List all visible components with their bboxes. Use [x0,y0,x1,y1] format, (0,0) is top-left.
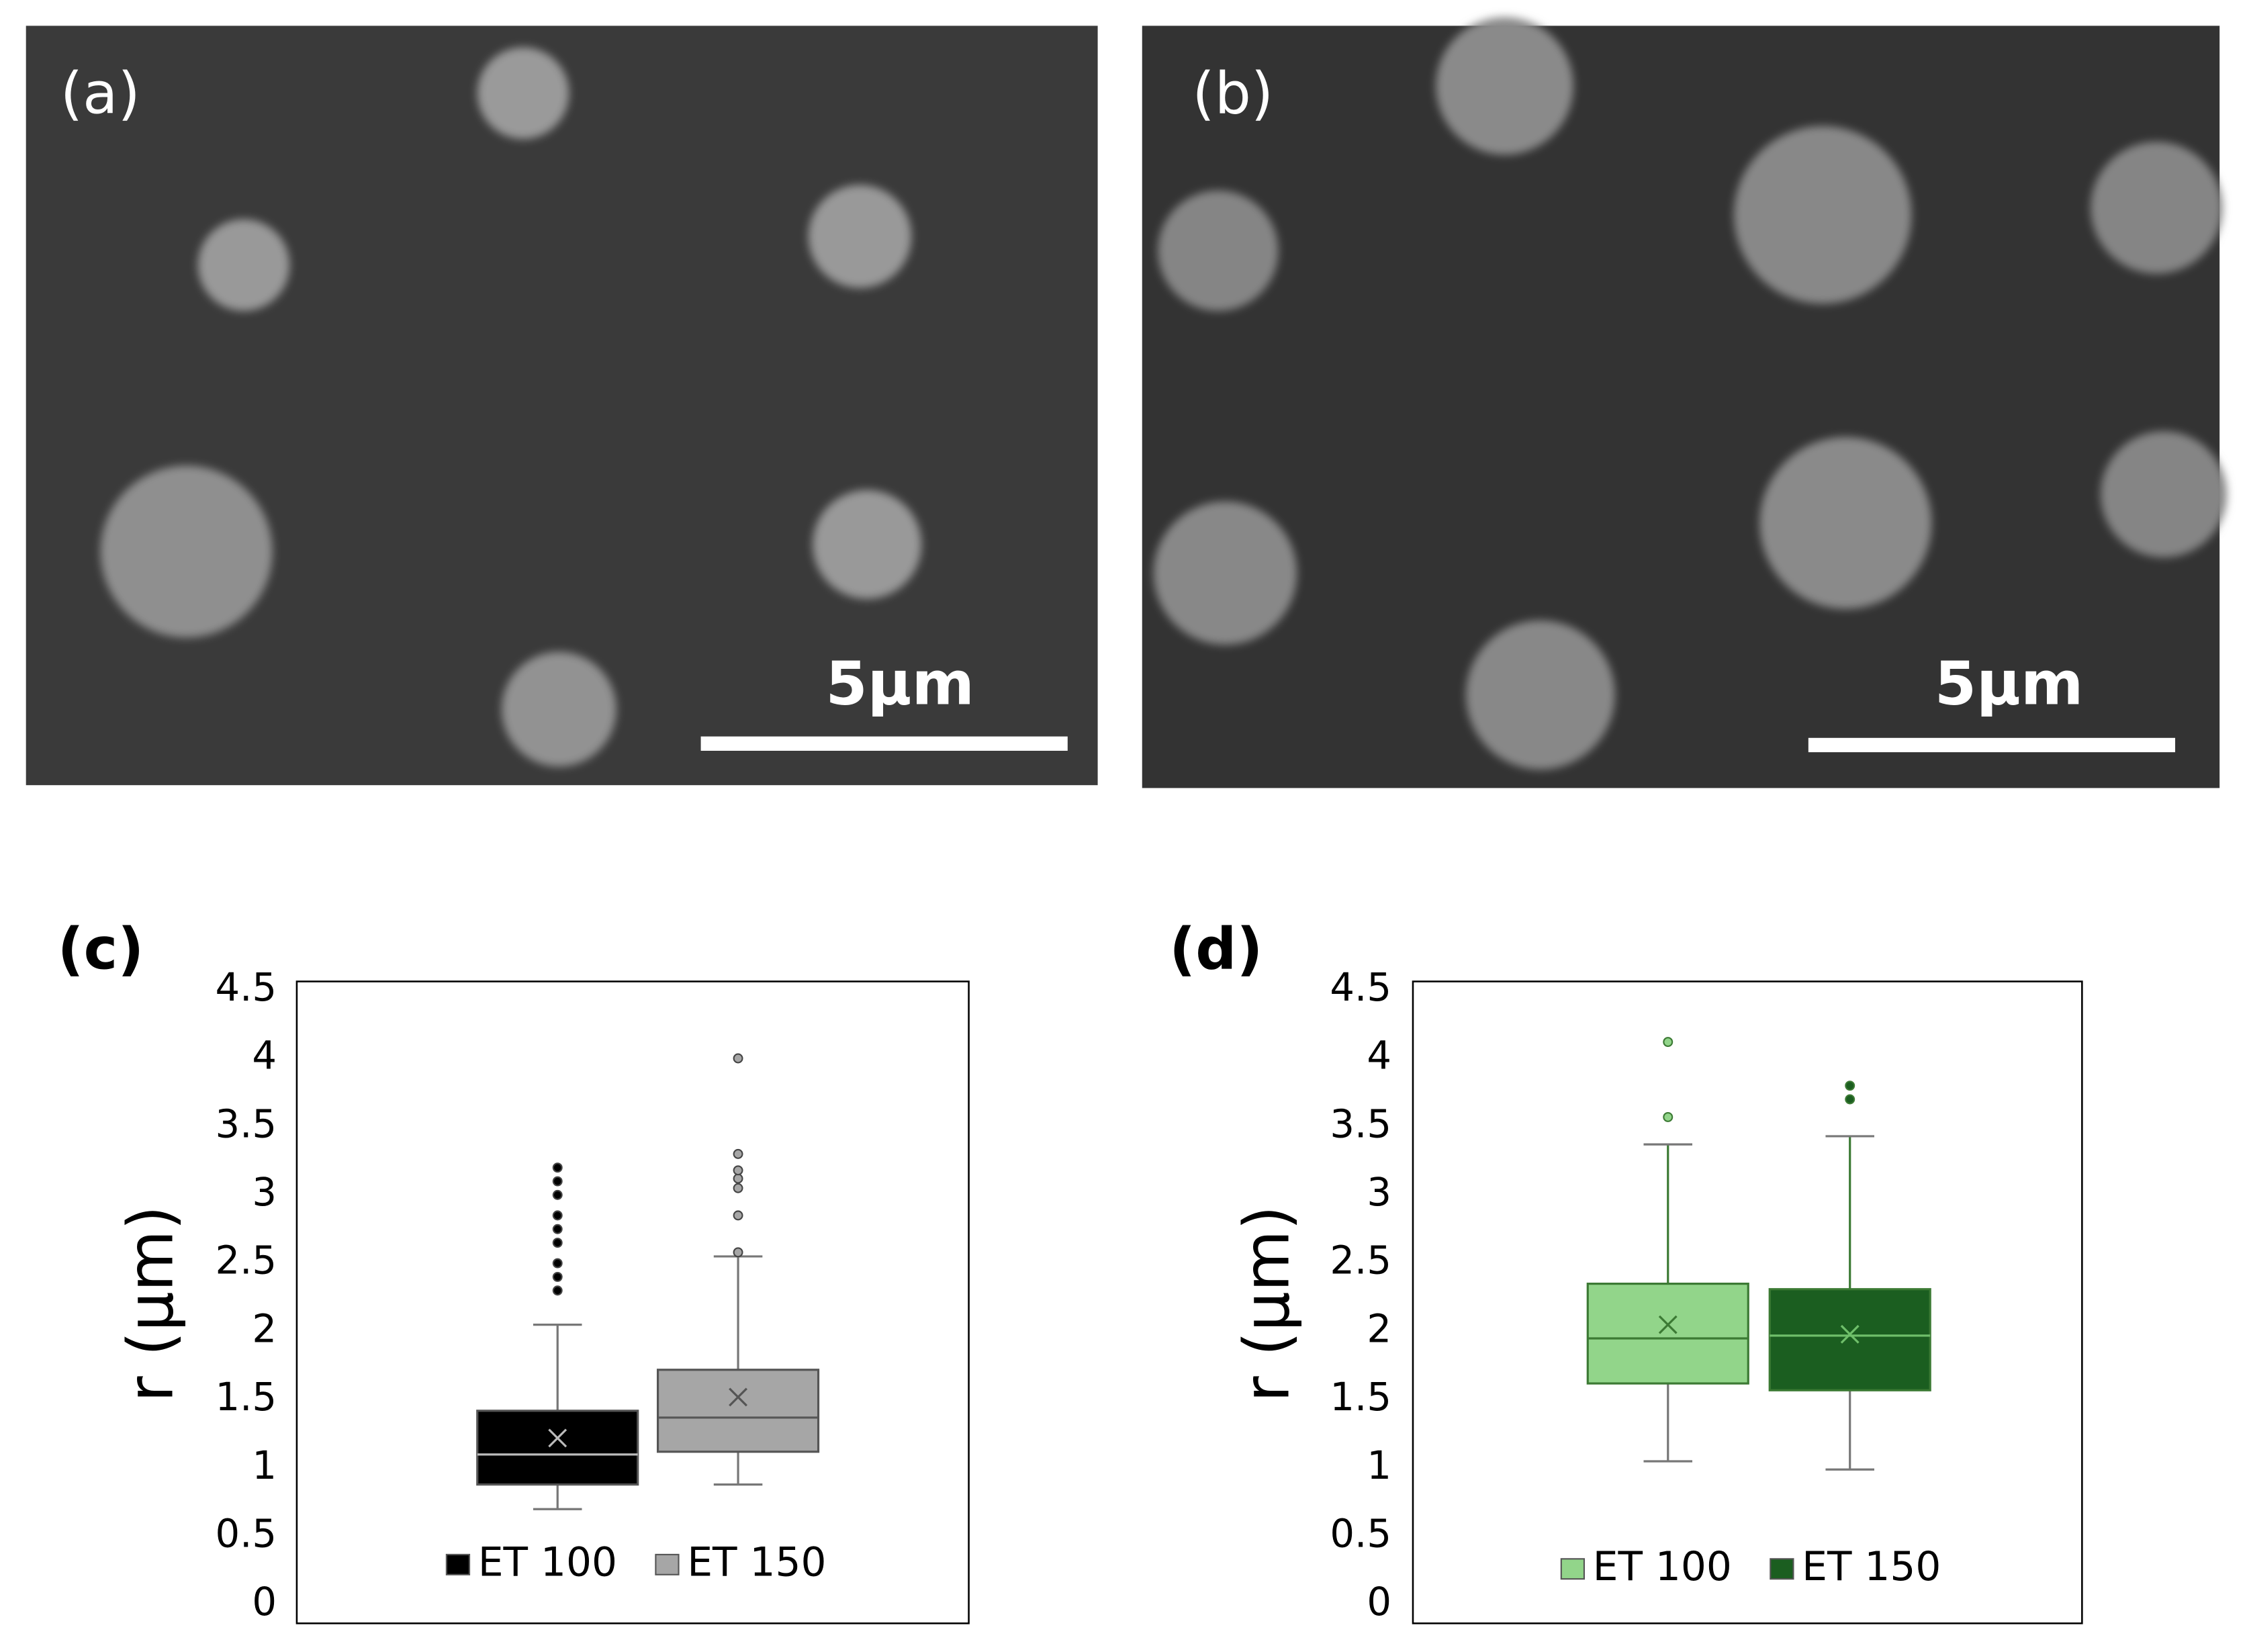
y-tick-label: 2.5 [215,1238,277,1283]
particle-cluster [2101,431,2227,557]
y-tick-label: 1 [252,1443,277,1488]
panel-label: (a) [60,61,140,128]
plot-frame [295,980,970,1624]
legend-key [655,1553,680,1575]
outlier [733,1247,743,1258]
y-tick-label: 3.5 [1330,1101,1391,1146]
outlier [1845,1094,1855,1105]
y-tick-label: 0.5 [1330,1512,1391,1557]
y-tick-label: 3.5 [215,1101,277,1146]
outlier [552,1162,563,1173]
legend-key [445,1553,471,1575]
legend-label: ET 150 [687,1539,826,1586]
outlier [733,1148,743,1159]
mean-marker [548,1428,567,1448]
legend-key [1770,1558,1794,1580]
legend-label: ET 100 [478,1539,617,1586]
particle-cluster [502,651,616,767]
particle-cluster [2091,142,2223,274]
outlier [552,1224,563,1234]
particle-cluster [197,219,290,311]
panel-label: (c) [58,916,144,982]
outlier [733,1210,743,1221]
outlier [552,1258,563,1269]
scale-bar-label: 5μm [1935,649,2084,719]
outlier [733,1173,743,1184]
scale-bar [700,736,1068,751]
particle-cluster [1153,501,1297,645]
particle-cluster [1436,17,1573,155]
y-tick-label: 2.5 [1330,1238,1391,1283]
y-axis-label: r (μm) [1231,1205,1304,1402]
y-tick-label: 1.5 [1330,1375,1391,1420]
outlier [552,1238,563,1248]
box [1586,1283,1749,1385]
panel-label: (d) [1169,916,1263,982]
box [476,1410,639,1486]
y-tick-label: 1 [1367,1443,1391,1488]
mean-marker [1658,1315,1678,1334]
legend-label: ET 150 [1802,1544,1941,1590]
scale-bar [1808,737,2176,753]
mean-marker [1840,1324,1860,1344]
outlier [1663,1111,1673,1122]
y-axis-label: r (μm) [115,1205,188,1402]
sem-image-b [1142,26,2220,788]
y-tick-label: 0.5 [215,1512,277,1557]
panel-label: (b) [1192,61,1273,128]
outlier [552,1271,563,1282]
y-tick-label: 0 [1367,1579,1391,1624]
particle-cluster [1465,620,1615,770]
particle-cluster [808,185,912,288]
particle-cluster [1733,126,1912,304]
y-tick-label: 4 [1367,1034,1391,1079]
legend-key [1560,1558,1586,1580]
y-tick-label: 1.5 [215,1375,277,1420]
particle-cluster [477,47,569,139]
particle-cluster [100,465,273,638]
outlier [733,1183,743,1193]
y-tick-label: 2 [1367,1306,1391,1351]
scale-bar-label: 5μm [825,649,974,719]
y-tick-label: 3 [252,1170,277,1215]
y-tick-label: 2 [252,1306,277,1351]
particle-cluster [1759,437,1932,609]
outlier [733,1165,743,1176]
particle-clusters [100,17,2227,770]
outlier [1663,1037,1673,1048]
box [1768,1288,1931,1391]
mean-marker [729,1387,748,1407]
y-tick-label: 0 [252,1579,277,1624]
particle-cluster [1158,190,1279,311]
outlier [552,1285,563,1296]
outlier [552,1189,563,1200]
y-tick-label: 4.5 [1330,965,1391,1010]
y-tick-label: 3 [1367,1170,1391,1215]
box [656,1369,820,1453]
outlier [552,1176,563,1187]
outlier [552,1210,563,1221]
particle-cluster [813,490,922,599]
y-tick-label: 4.5 [215,965,277,1010]
outlier [1845,1081,1855,1091]
y-tick-label: 4 [252,1034,277,1079]
legend-label: ET 100 [1593,1544,1732,1590]
outlier [733,1053,743,1064]
